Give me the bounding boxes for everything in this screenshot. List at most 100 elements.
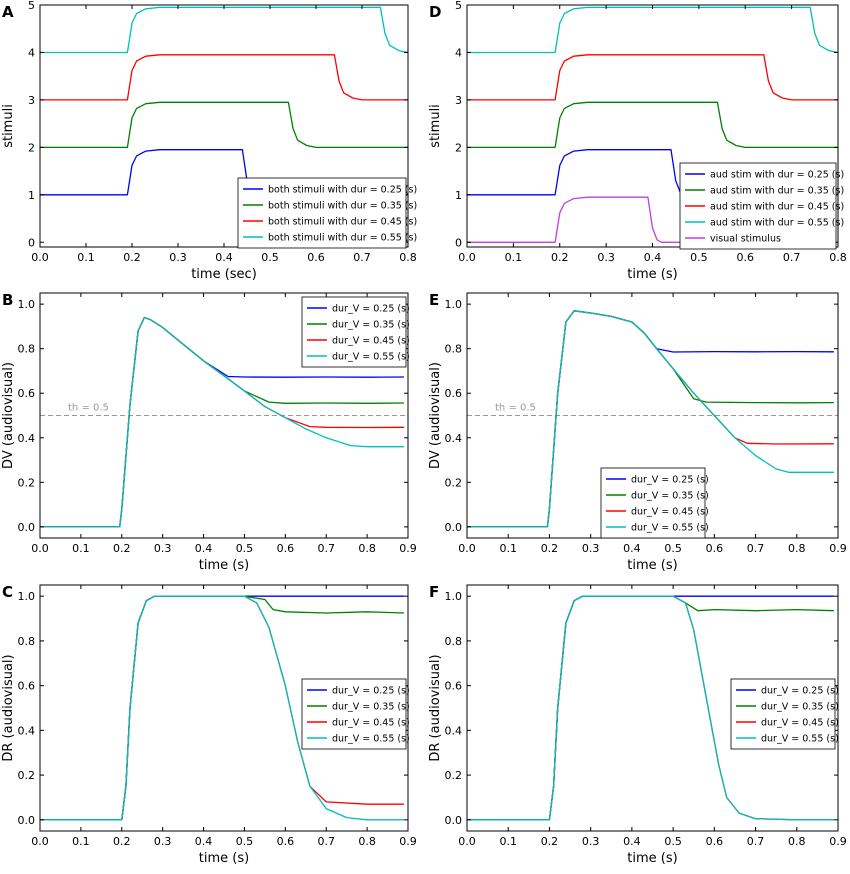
series-line	[467, 101, 838, 149]
x-tick-label: 0.3	[169, 251, 187, 264]
x-tick-label: 0.3	[154, 542, 172, 555]
panel-a: A 0.0 0.1 0.2 0.3 0.4 0.5 0.6 0.7 0.8 0 1 2 3 4 5 time (…	[1, 0, 417, 282]
legend-box	[679, 162, 837, 250]
legend-label: dur_V = 0.55 (s)	[332, 734, 410, 745]
x-tick-label: 0.7	[317, 542, 335, 555]
y-tick-label: 0.6	[18, 387, 36, 400]
x-tick-label: 0.8	[829, 251, 847, 264]
panel-label: F	[429, 583, 439, 601]
panel-label: B	[2, 291, 13, 309]
y-tick-label: 4	[28, 46, 35, 59]
legend-label: both stimuli with dur = 0.35 (s)	[268, 201, 417, 212]
x-tick-label: 0.9	[399, 835, 417, 848]
x-tick-label: 0.0	[31, 251, 49, 264]
x-tick-label: 0.7	[747, 542, 765, 555]
y-tick-label: 0.0	[18, 521, 36, 534]
series-line	[40, 54, 408, 101]
x-tick-label: 0.8	[399, 251, 417, 264]
y-tick-label: 0.4	[445, 432, 463, 445]
x-tick-label: 0.8	[788, 542, 806, 555]
x-tick-label: 0.1	[499, 835, 517, 848]
x-tick-label: 0.8	[358, 542, 376, 555]
legend: dur_V = 0.25 (s) dur_V = 0.35 (s) dur_V = …	[301, 296, 410, 368]
legend-label: dur_V = 0.55 (s)	[631, 523, 709, 534]
x-tick-label: 0.6	[307, 251, 325, 264]
y-axis-label: DR (audiovisual)	[1, 654, 16, 761]
y-tick-label: 1	[455, 189, 462, 202]
series-line	[467, 595, 834, 821]
y-tick-label: 0.8	[18, 343, 36, 356]
y-tick-label: 0.2	[18, 769, 36, 782]
x-tick-label: 0.3	[582, 835, 600, 848]
x-tick-label: 0.1	[505, 251, 523, 264]
x-tick-label: 0.2	[551, 251, 569, 264]
y-tick-label: 0.6	[445, 680, 463, 693]
y-tick-label: 0.2	[445, 476, 463, 489]
series-line	[467, 6, 839, 54]
y-tick-label: 0.0	[18, 814, 36, 827]
series-line	[40, 6, 409, 54]
threshold-label: th = 0.5	[68, 403, 109, 414]
series-line	[467, 54, 838, 101]
series-line	[40, 595, 404, 821]
legend: dur_V = 0.25 (s) dur_V = 0.35 (s) dur_V = …	[730, 678, 839, 750]
x-tick-label: 0.0	[458, 251, 476, 264]
y-tick-label: 0.6	[445, 387, 463, 400]
y-axis-label: DV (audiovisual)	[428, 362, 443, 469]
x-tick-label: 0.5	[664, 835, 682, 848]
legend-label: aud stim with dur = 0.45 (s)	[710, 202, 844, 213]
x-tick-label: 0.4	[195, 835, 213, 848]
x-tick-label: 0.4	[623, 835, 641, 848]
legend-label: dur_V = 0.35 (s)	[332, 702, 410, 713]
x-tick-label: 0.9	[399, 542, 417, 555]
y-tick-label: 5	[455, 0, 462, 12]
x-axis-label: time (s)	[199, 851, 249, 866]
panel-label: C	[2, 583, 13, 601]
legend-label: dur_V = 0.55 (s)	[332, 352, 410, 363]
plot-frame	[39, 584, 409, 832]
legend-label: dur_V = 0.35 (s)	[761, 702, 839, 713]
x-tick-label: 0.0	[31, 542, 49, 555]
legend-label: both stimuli with dur = 0.45 (s)	[268, 217, 417, 228]
x-tick-label: 0.2	[113, 542, 131, 555]
x-tick-label: 0.1	[72, 542, 90, 555]
series-line	[40, 316, 404, 528]
x-tick-label: 0.4	[623, 542, 641, 555]
y-tick-label: 5	[28, 0, 35, 12]
y-tick-label: 0.0	[445, 521, 463, 534]
legend: dur_V = 0.25 (s) dur_V = 0.35 (s) dur_V = …	[600, 467, 709, 539]
x-tick-label: 0.2	[541, 542, 559, 555]
x-tick-label: 0.1	[72, 835, 90, 848]
plot-frame	[466, 584, 839, 832]
legend-label: aud stim with dur = 0.55 (s)	[710, 218, 844, 229]
y-tick-label: 0.0	[445, 814, 463, 827]
x-tick-label: 0.6	[737, 251, 755, 264]
y-tick-label: 1.0	[445, 298, 463, 311]
y-tick-label: 1.0	[18, 298, 36, 311]
y-axis-label: DR (audiovisual)	[428, 654, 443, 761]
legend-label: visual stimulus	[710, 234, 781, 245]
x-axis-label: time (s)	[627, 851, 677, 866]
x-tick-label: 0.6	[706, 542, 724, 555]
panel-c: C 0.0 0.1 0.2 0.3 0.4 0.5 0.6 0.7 0.8 0.9 0.0 0.2 0.4…	[1, 583, 417, 866]
threshold-label: th = 0.5	[495, 403, 536, 414]
y-tick-label: 0.4	[445, 724, 463, 737]
y-tick-label: 0.6	[18, 680, 36, 693]
panel-label: D	[429, 3, 441, 21]
x-tick-label: 0.0	[458, 542, 476, 555]
legend-label: dur_V = 0.35 (s)	[332, 320, 410, 331]
y-tick-label: 0	[455, 236, 462, 249]
y-tick-label: 2	[455, 141, 462, 154]
legend-label: dur_V = 0.45 (s)	[631, 507, 709, 518]
y-tick-label: 0.2	[445, 769, 463, 782]
y-tick-label: 1.0	[445, 590, 463, 603]
panel-f: F 0.0 0.1 0.2 0.3 0.4 0.5 0.6 0.7 0.8 0.9 0.0 0.2 0.4…	[428, 583, 847, 866]
legend-label: dur_V = 0.45 (s)	[332, 718, 410, 729]
x-tick-label: 0.4	[195, 542, 213, 555]
x-tick-label: 0.1	[77, 251, 95, 264]
y-tick-label: 0.8	[18, 635, 36, 648]
plot-frame	[39, 292, 409, 539]
y-tick-label: 0.2	[18, 476, 36, 489]
legend-label: aud stim with dur = 0.35 (s)	[710, 186, 844, 197]
